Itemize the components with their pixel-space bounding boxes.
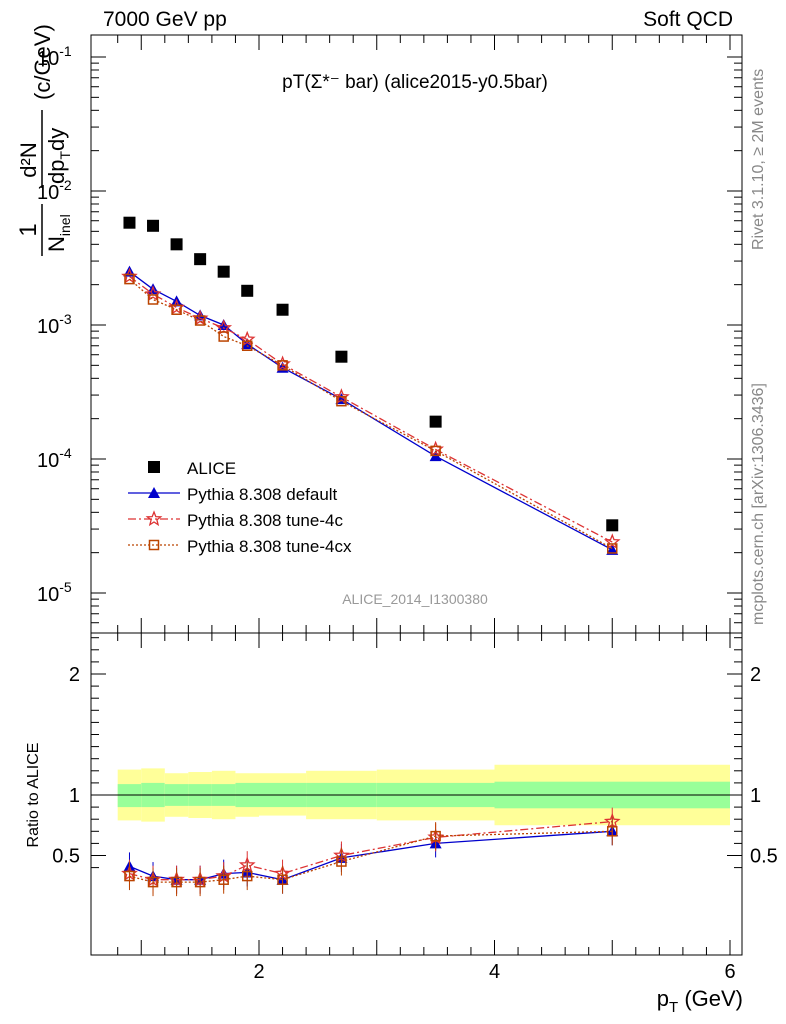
y-tick-label: 10-5 bbox=[37, 579, 72, 606]
main-point bbox=[194, 309, 207, 321]
analysis-watermark: ALICE_2014_I1300380 bbox=[342, 591, 488, 607]
x-axis-title: pT (GeV) bbox=[657, 986, 743, 1016]
ratio-point bbox=[607, 826, 618, 837]
main-plot-area bbox=[121, 216, 621, 555]
legend-label: ALICE bbox=[187, 459, 236, 478]
ratio-point bbox=[147, 876, 159, 888]
main-point bbox=[194, 315, 206, 326]
main-point bbox=[123, 216, 136, 229]
ratio-y-tick-label-right: 2 bbox=[750, 664, 761, 686]
legend-marker bbox=[148, 539, 160, 551]
main-point bbox=[603, 533, 621, 550]
y-tick-label: 10-1 bbox=[37, 43, 72, 70]
y-tick-label: 10-4 bbox=[37, 445, 72, 472]
ratio-y-axis-title: Ratio to ALICE bbox=[25, 743, 42, 848]
ratio-point bbox=[336, 856, 347, 867]
ratio-series-line-2 bbox=[129, 830, 613, 883]
main-point bbox=[333, 388, 350, 405]
x-tick-label: 2 bbox=[253, 961, 264, 983]
main-point bbox=[218, 331, 229, 342]
svg-text:Ninel: Ninel bbox=[44, 214, 73, 252]
main-point bbox=[144, 285, 162, 302]
ratio-point bbox=[241, 870, 253, 882]
svg-text:(c/GeV): (c/GeV) bbox=[30, 24, 55, 100]
ratio-y-tick-label-left: 0.5 bbox=[52, 846, 80, 868]
svg-text:1: 1 bbox=[15, 223, 42, 236]
main-point bbox=[241, 284, 254, 297]
svg-text:dpTdy: dpTdy bbox=[44, 128, 73, 184]
main-point bbox=[606, 543, 619, 555]
legend-label: Pythia 8.308 tune-4c bbox=[187, 511, 343, 530]
legend-marker bbox=[148, 487, 160, 498]
ratio-y-tick-label-right: 0.5 bbox=[750, 846, 778, 868]
ratio-point bbox=[430, 830, 441, 842]
main-point bbox=[276, 303, 289, 316]
main-point bbox=[194, 253, 207, 266]
main-point bbox=[241, 338, 254, 350]
y-tick-label: 10-3 bbox=[37, 311, 72, 338]
ratio-point bbox=[124, 870, 135, 882]
ratio-y-tick-label-right: 1 bbox=[750, 785, 761, 807]
main-series-line-1 bbox=[129, 271, 613, 551]
main-point bbox=[215, 319, 233, 336]
ratio-frame bbox=[90, 632, 743, 956]
ratio-uncertainty-band-inner bbox=[117, 784, 142, 808]
legend-marker bbox=[148, 461, 160, 473]
legend-marker bbox=[145, 510, 163, 527]
header-right: Soft QCD bbox=[643, 8, 733, 31]
ratio-series-line-0 bbox=[129, 830, 613, 881]
main-point bbox=[217, 265, 230, 278]
ratio-series-line-1 bbox=[129, 820, 613, 881]
main-point bbox=[238, 330, 256, 347]
main-point bbox=[171, 304, 182, 315]
main-point bbox=[170, 238, 183, 251]
main-point bbox=[335, 350, 348, 363]
main-point bbox=[607, 543, 618, 554]
main-point bbox=[147, 294, 159, 305]
svg-text:d²N: d²N bbox=[16, 142, 41, 177]
legend-label: Pythia 8.308 tune-4cx bbox=[187, 537, 352, 556]
main-point bbox=[336, 395, 347, 407]
ratio-point bbox=[194, 876, 206, 888]
main-point bbox=[430, 445, 441, 457]
header-left: 7000 GeV pp bbox=[103, 8, 227, 31]
main-point bbox=[429, 415, 442, 428]
x-tick-label: 4 bbox=[489, 961, 500, 983]
main-point bbox=[217, 319, 230, 330]
main-point bbox=[147, 219, 160, 232]
ratio-y-tick-label-left: 1 bbox=[69, 785, 80, 807]
chart-title: pT(Σ*⁻ bar) (alice2015-y0.5bar) bbox=[282, 72, 548, 93]
ratio-point bbox=[277, 874, 288, 885]
legend-label: Pythia 8.308 default bbox=[187, 485, 338, 504]
ratio-y-tick-label-left: 2 bbox=[69, 664, 80, 686]
main-point bbox=[277, 360, 288, 371]
ratio-plot-area bbox=[91, 764, 742, 897]
ratio-point bbox=[218, 874, 229, 885]
main-point bbox=[606, 519, 619, 532]
main-point bbox=[124, 273, 135, 285]
ratio-point bbox=[171, 876, 182, 888]
main-point bbox=[241, 340, 253, 352]
x-tick-label: 6 bbox=[724, 961, 735, 983]
